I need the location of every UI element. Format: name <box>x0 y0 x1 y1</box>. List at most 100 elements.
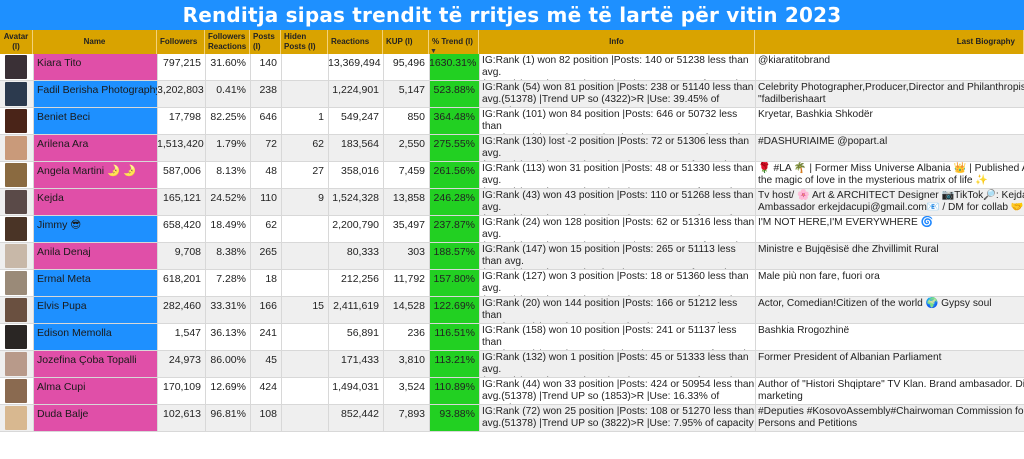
header-kup[interactable]: KUP (I) <box>383 30 429 54</box>
info-cell: IG:Rank (72) won 25 position |Posts: 108… <box>479 405 755 431</box>
header-last-biography[interactable]: Last Biography <box>755 30 1024 54</box>
followers-cell: 17,798 <box>168 111 201 123</box>
table-row[interactable]: Arilena Ara 1,513,420 1.79% 72 62 183,564 2,55… <box>0 135 1024 162</box>
column-divider <box>250 135 251 161</box>
avatar[interactable] <box>5 298 27 322</box>
table-row[interactable]: Jimmy 😎 658,420 18.49% 62 2,200,790 35,497 237… <box>0 216 1024 243</box>
name-cell[interactable]: Elvis Pupa <box>33 297 157 323</box>
column-divider <box>250 270 251 296</box>
name-cell[interactable]: Duda Balje <box>33 405 157 431</box>
sort-descending-icon[interactable]: ▼ <box>430 48 437 55</box>
table-row[interactable]: Fadil Berisha Photography 3,202,803 0.41% 2… <box>0 81 1024 108</box>
avatar[interactable] <box>5 379 27 403</box>
avatar[interactable] <box>5 271 27 295</box>
name-cell[interactable]: Beniet Beci <box>33 108 157 134</box>
name-cell[interactable]: Ermal Meta <box>33 270 157 296</box>
name-cell[interactable]: Anila Denaj <box>33 243 157 269</box>
bio-line: marketing <box>758 391 803 402</box>
info-line: IG:Rank (1) won 82 position |Posts: 140 … <box>482 55 749 78</box>
column-divider <box>33 189 34 215</box>
column-divider <box>429 351 430 377</box>
column-divider <box>328 162 329 188</box>
table-row[interactable]: Alma Cupi 170,109 12.69% 424 1,494,031 3,524 1… <box>0 378 1024 405</box>
table-row[interactable]: Elvis Pupa 282,460 33.31% 166 15 2,411,619 14,… <box>0 297 1024 324</box>
kup-cell: 95,496 <box>392 57 425 69</box>
avatar[interactable] <box>5 163 27 187</box>
avatar[interactable] <box>5 190 27 214</box>
avatar[interactable] <box>5 55 27 79</box>
posts-cell: 646 <box>259 111 277 123</box>
header-hidden-posts[interactable]: Hiden Posts (I) <box>281 30 328 54</box>
trend-cell: 113.21% <box>429 351 479 377</box>
followers-reactions-cell: 1.79% <box>216 138 246 150</box>
header-reactions[interactable]: Reactions <box>328 30 383 54</box>
column-divider <box>281 324 282 350</box>
name-cell[interactable]: Arilena Ara <box>33 135 157 161</box>
avatar[interactable] <box>5 325 27 349</box>
header-info[interactable]: Info <box>479 30 755 54</box>
header-name[interactable]: Name <box>33 30 157 54</box>
table-row[interactable]: Ermal Meta 618,201 7.28% 18 212,256 11,792 157… <box>0 270 1024 297</box>
kup-cell: 3,524 <box>398 381 425 393</box>
column-divider <box>33 243 34 269</box>
column-divider <box>479 324 480 350</box>
hidden-posts-cell <box>281 378 328 404</box>
bio-line: 🌹 #LA 🌴 | Former Miss Universe Albania 👑… <box>758 163 1024 174</box>
header-trend[interactable]: % Trend (I) <box>429 30 479 54</box>
column-divider <box>479 135 480 161</box>
column-divider <box>479 405 480 431</box>
info-line: IG:Rank (147) won 15 position |Posts: 26… <box>482 244 736 267</box>
column-divider <box>429 216 430 242</box>
header-avatar[interactable]: Avatar (I) <box>0 30 33 54</box>
table-row[interactable]: Kiara Tito 797,215 31.60% 140 13,369,494 95,4… <box>0 54 1024 81</box>
hidden-posts-cell <box>281 216 328 242</box>
name-cell[interactable]: Jozefina Çoba Topalli <box>33 351 157 377</box>
column-divider <box>755 54 756 80</box>
name-cell[interactable]: Jimmy 😎 <box>33 216 157 242</box>
avatar[interactable] <box>5 406 27 430</box>
table-row[interactable]: Kejda 165,121 24.52% 110 9 1,524,328 13,858 246… <box>0 189 1024 216</box>
column-divider <box>157 189 158 215</box>
column-divider <box>281 189 282 215</box>
table-row[interactable]: Edison Memolla 1,547 36.13% 241 56,891 236 116… <box>0 324 1024 351</box>
column-divider <box>429 243 430 269</box>
followers-cell: 797,215 <box>163 57 201 69</box>
avatar[interactable] <box>5 109 27 133</box>
trend-cell: 246.28% <box>429 189 479 215</box>
avatar[interactable] <box>5 217 27 241</box>
column-divider <box>250 405 251 431</box>
column-divider <box>755 297 756 323</box>
header-followers-reactions[interactable]: Followers Reactions <box>205 30 250 54</box>
name-cell[interactable]: Angela Martini 🌛 🌛 <box>33 162 157 188</box>
name-cell[interactable]: Kiara Tito <box>33 54 157 80</box>
column-divider <box>250 108 251 134</box>
table-row[interactable]: Anila Denaj 9,708 8.38% 265 80,333 303 188.57%… <box>0 243 1024 270</box>
avatar-cell <box>0 243 33 269</box>
header-followers[interactable]: Followers <box>157 30 205 54</box>
column-divider <box>383 243 384 269</box>
header-posts[interactable]: Posts (I) <box>250 30 281 54</box>
bio-line: Celebrity Photographer,Producer,Director… <box>758 82 1024 93</box>
name-cell[interactable]: Edison Memolla <box>33 324 157 350</box>
table-row[interactable]: Jozefina Çoba Topalli 24,973 86.00% 45 171,4… <box>0 351 1024 378</box>
avatar[interactable] <box>5 82 27 106</box>
column-divider <box>281 378 282 404</box>
posts-cell: 72 <box>265 138 277 150</box>
avatar-cell <box>0 378 33 404</box>
table-row[interactable]: Angela Martini 🌛 🌛 587,006 8.13% 48 27 358,01… <box>0 162 1024 189</box>
avatar[interactable] <box>5 244 27 268</box>
column-divider <box>479 108 480 134</box>
column-divider <box>429 162 430 188</box>
column-divider <box>157 297 158 323</box>
avatar[interactable] <box>5 352 27 376</box>
followers-cell: 165,121 <box>163 192 201 204</box>
table-row[interactable]: Duda Balje 102,613 96.81% 108 852,442 7,893 93… <box>0 405 1024 432</box>
trend-cell: 1630.31% <box>429 54 479 80</box>
avatar[interactable] <box>5 136 27 160</box>
table-row[interactable]: Beniet Beci 17,798 82.25% 646 1 549,247 850 364… <box>0 108 1024 135</box>
posts-cell: 238 <box>259 84 277 96</box>
hidden-posts-cell: 15 <box>312 300 324 312</box>
name-cell[interactable]: Alma Cupi <box>33 378 157 404</box>
name-cell[interactable]: Kejda <box>33 189 157 215</box>
name-cell[interactable]: Fadil Berisha Photography <box>33 81 157 107</box>
